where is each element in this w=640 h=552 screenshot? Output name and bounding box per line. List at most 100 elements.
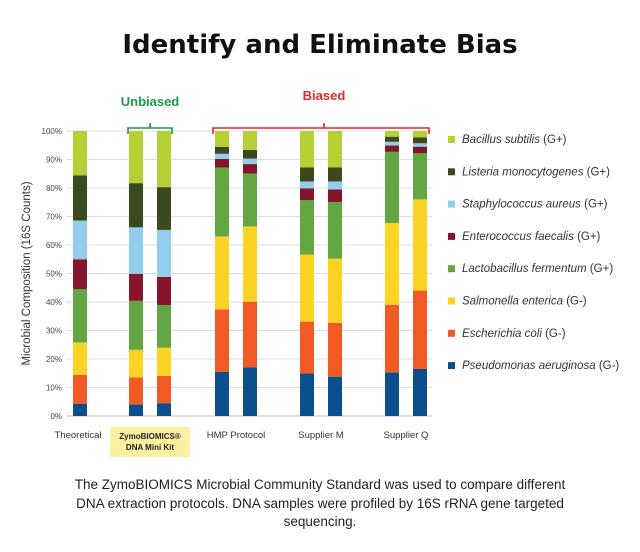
bar-segment (385, 372, 399, 416)
legend-species: Salmonella enterica (462, 296, 566, 308)
bar-segment (413, 290, 427, 369)
bar-segment (413, 143, 427, 147)
bar-segment (385, 141, 399, 146)
x-category-label: DNA Mini Kit (126, 443, 174, 452)
legend-gram: (G-) (566, 296, 587, 308)
y-tick-label: 80% (46, 184, 62, 193)
bar-segment (413, 137, 427, 144)
bar-segment (73, 131, 87, 176)
y-tick-label: 60% (46, 241, 62, 250)
x-category-label: ZymoBIOMICS® (119, 432, 181, 441)
bar-segment (129, 349, 143, 378)
bar-segment (413, 368, 427, 416)
bar-segment (300, 181, 314, 189)
bar-segment (413, 146, 427, 154)
caption: The ZymoBIOMICS Microbial Community Stan… (74, 477, 566, 529)
bar-segment (328, 189, 342, 202)
bar-segment (300, 188, 314, 201)
legend-swatch (448, 136, 455, 143)
bar-segment (243, 149, 257, 159)
bar-segment (328, 322, 342, 377)
bracket (212, 123, 430, 134)
bar-segment (413, 199, 427, 291)
bar-segment (215, 153, 229, 159)
legend-gram: (G+) (577, 231, 600, 243)
bar-segment (243, 367, 257, 416)
legend-species: Staphylococcus aureus (462, 199, 584, 211)
bar-segment (129, 273, 143, 301)
bar-segment (129, 131, 143, 184)
legend-gram: (G+) (584, 199, 607, 211)
legend-species: Bacillus subtilis (462, 134, 543, 146)
legend-species: Lactobacillus fermentum (462, 263, 590, 275)
legend-label: Listeria monocytogenes (G+) (462, 166, 610, 178)
bar-segment (243, 173, 257, 227)
bar-segment (243, 301, 257, 368)
bar-segment (243, 226, 257, 302)
bar-segment (129, 227, 143, 274)
x-category-label: Theoretical (55, 430, 102, 441)
y-axis-label: Microbial Composition (16S Counts) (21, 181, 33, 365)
bar-segment (73, 403, 87, 416)
bar-segment (215, 146, 229, 154)
y-tick-label: 0% (50, 412, 62, 421)
highlight-box (110, 427, 190, 457)
legend-gram: (G-) (545, 328, 566, 340)
bar-segment (73, 259, 87, 290)
legend-label: Staphylococcus aureus (G+) (462, 199, 608, 211)
y-tick-label: 100% (42, 127, 62, 136)
bar-segment (385, 131, 399, 137)
bar-segment (157, 187, 171, 230)
y-tick-label: 40% (46, 298, 62, 307)
bar-segment (385, 304, 399, 373)
legend-species: Pseudomonas aeruginosa (462, 360, 599, 372)
bar-segment (129, 377, 143, 405)
legend-label: Salmonella enterica (G-) (462, 296, 587, 308)
bar-segment (413, 153, 427, 200)
bar-segment (243, 158, 257, 165)
bar-segment (300, 373, 314, 416)
legend-swatch (448, 297, 455, 305)
bar-segment (215, 158, 229, 168)
y-tick-label: 20% (46, 355, 62, 364)
legend-label: Lactobacillus fermentum (G+) (462, 263, 613, 275)
bar-segment (300, 321, 314, 374)
bar-segment (300, 167, 314, 182)
bar-segment (73, 342, 87, 375)
y-tick-label: 70% (46, 213, 62, 222)
legend-label: Escherichia coli (G-) (462, 328, 566, 340)
legend-label: Bacillus subtilis (G+) (462, 134, 567, 146)
bar-segment (328, 167, 342, 182)
legend-gram: (G+) (543, 134, 566, 146)
legend-swatch (448, 168, 455, 176)
bar-segment (73, 220, 87, 260)
bar-segment (385, 223, 399, 305)
bar-segment (157, 131, 171, 188)
bar-segment (385, 151, 399, 224)
bar-segment (243, 164, 257, 174)
legend-species: Escherichia coli (462, 328, 545, 340)
bar-segment (385, 136, 399, 142)
bar-segment (157, 276, 171, 306)
legend-gram: (G+) (587, 166, 610, 178)
legend-gram: (G-) (599, 360, 620, 372)
bar-segment (215, 371, 229, 416)
bar-segment (215, 131, 229, 147)
legend-swatch (448, 200, 455, 208)
bar-segment (215, 236, 229, 310)
legend-swatch (448, 329, 455, 337)
bar-segment (328, 131, 342, 168)
bar-segment (129, 404, 143, 416)
legend-swatch (448, 265, 455, 273)
legend-swatch (448, 232, 455, 240)
bar-segment (157, 347, 171, 376)
page-title: Identify and Eliminate Bias (122, 30, 518, 60)
bar-segment (300, 131, 314, 168)
bar-segment (129, 300, 143, 350)
legend-species: Enterococcus faecalis (462, 231, 577, 243)
bar-segment (157, 305, 171, 348)
bar-segment (385, 145, 399, 152)
bar-segment (215, 167, 229, 237)
legend-label: Enterococcus faecalis (G+) (462, 231, 601, 243)
legend-swatch (448, 362, 455, 370)
